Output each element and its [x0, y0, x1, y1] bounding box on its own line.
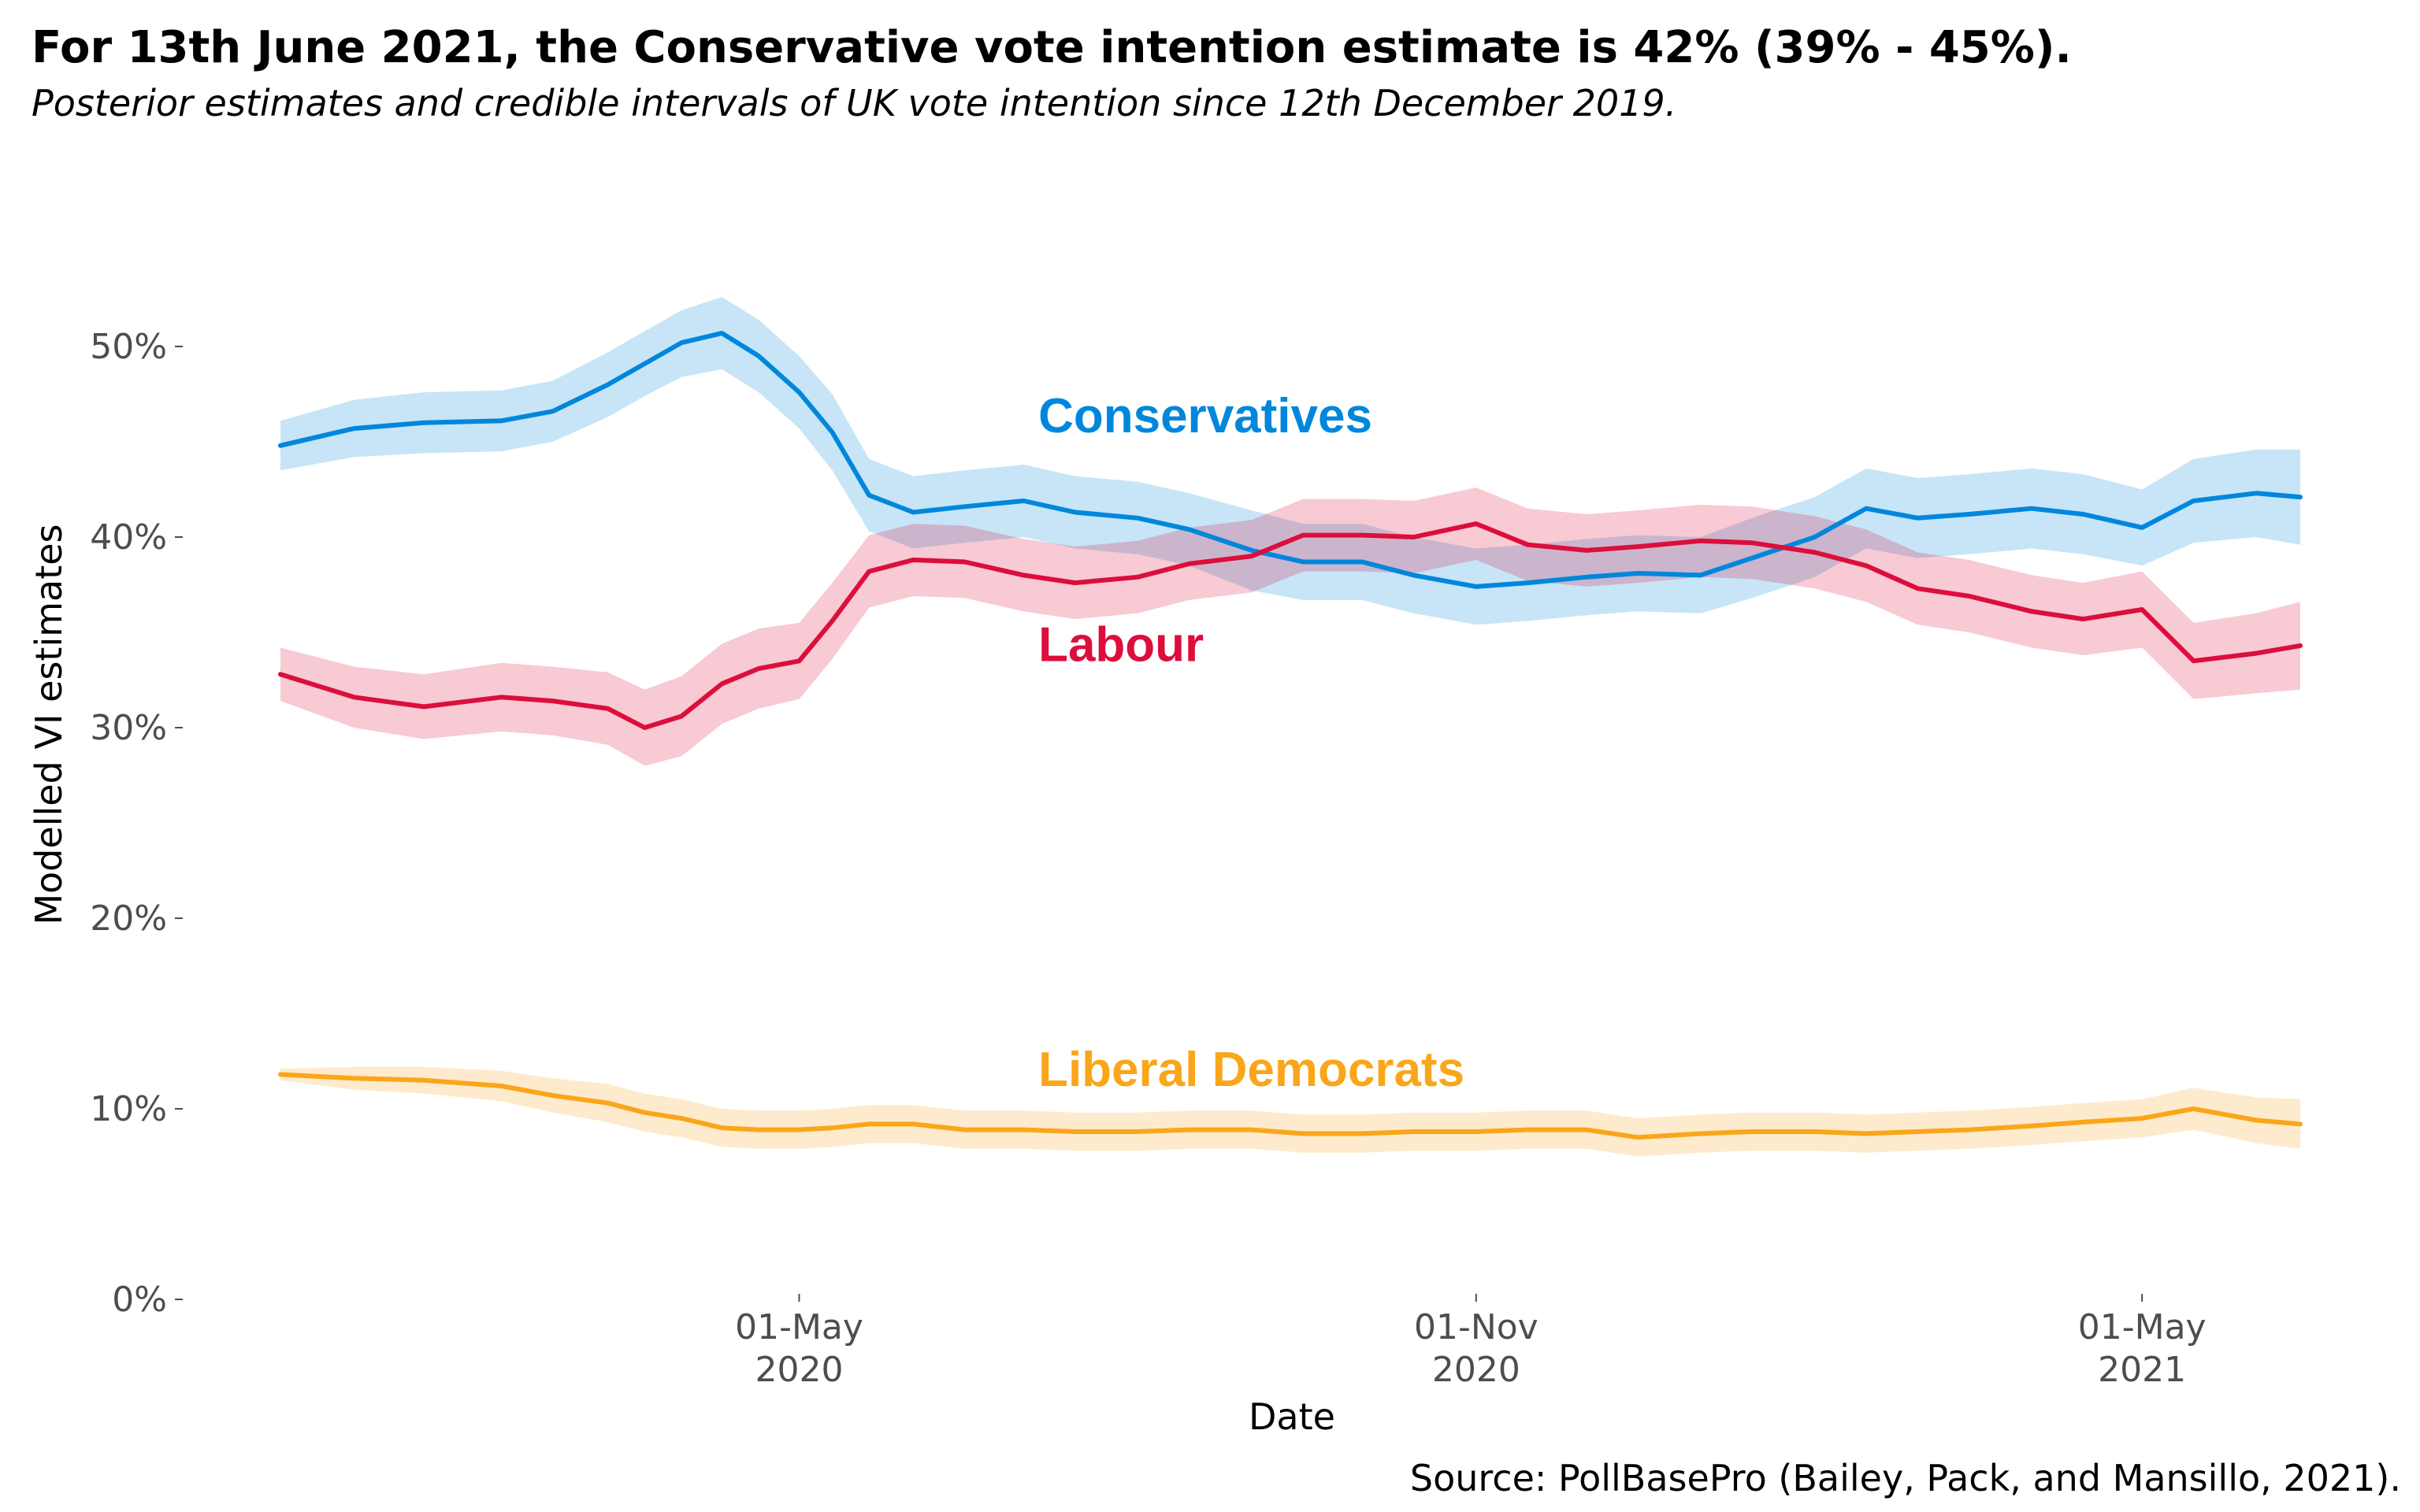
x-axis-title: Date	[1249, 1395, 1335, 1438]
y-tick-label: 10%	[90, 1089, 167, 1129]
chart-subtitle: Posterior estimates and credible interva…	[32, 82, 1677, 124]
y-axis-title: Modelled VI estimates	[28, 524, 70, 925]
y-tick-label: 30%	[90, 708, 167, 748]
y-tick-label: 0%	[112, 1280, 167, 1320]
x-tick-label: 01-Nov 2020	[1414, 1307, 1538, 1390]
conservatives-line	[278, 331, 2303, 589]
y-tick-label: 40%	[90, 517, 167, 558]
chart-title: For 13th June 2021, the Conservative vot…	[32, 22, 2072, 73]
y-tick-label: 50%	[90, 327, 167, 367]
x-tick-label: 01-May 2020	[735, 1307, 863, 1390]
x-axis: 01-May 2020 01-Nov 2020 01-May 2021	[735, 1294, 2207, 1390]
labour-line	[278, 521, 2303, 730]
y-tick-label: 20%	[90, 899, 167, 939]
labour-label: Labour	[1038, 617, 1204, 672]
labour-interval-band	[280, 487, 2300, 766]
x-tick-label: 01-May 2021	[2078, 1307, 2207, 1390]
liberal-democrats-interval-band	[280, 1066, 2300, 1157]
series-labels: Conservatives Labour Liberal Democrats	[1038, 389, 1464, 1097]
y-axis: 0% 10% 20% 30% 40% 50%	[90, 327, 183, 1320]
conservatives-label: Conservatives	[1038, 389, 1372, 443]
source-note: Source: PollBasePro (Bailey, Pack, and M…	[1409, 1457, 2401, 1499]
series-lines	[278, 331, 2303, 1140]
liberal-democrats-line	[278, 1072, 2303, 1140]
liberal-democrats-label: Liberal Democrats	[1038, 1043, 1464, 1097]
